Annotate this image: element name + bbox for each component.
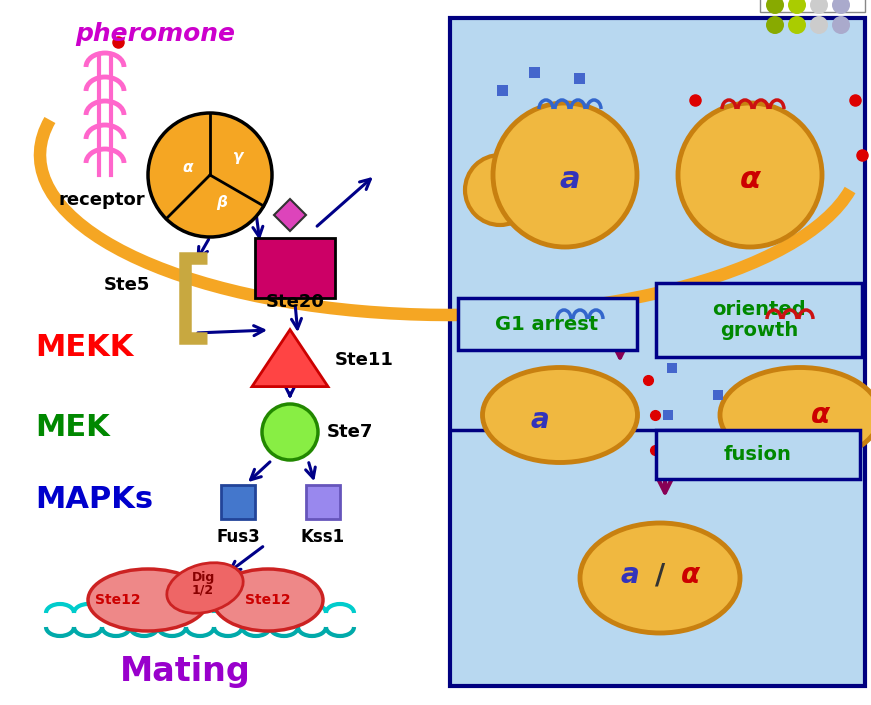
FancyBboxPatch shape [450,18,865,686]
Circle shape [832,16,850,34]
FancyBboxPatch shape [690,435,700,445]
Text: Ste5: Ste5 [104,276,150,294]
Text: a: a [621,561,639,589]
Circle shape [148,113,272,237]
Ellipse shape [88,569,208,631]
FancyBboxPatch shape [221,485,255,519]
FancyBboxPatch shape [656,430,860,479]
Circle shape [465,155,535,225]
FancyBboxPatch shape [529,67,540,78]
Text: Dig
1/2: Dig 1/2 [192,572,214,596]
Text: γ: γ [233,149,243,164]
Ellipse shape [483,367,638,462]
Text: Fus3: Fus3 [216,528,260,546]
FancyBboxPatch shape [760,0,865,12]
Text: G1 arrest: G1 arrest [496,314,598,333]
FancyBboxPatch shape [656,283,862,357]
Circle shape [810,0,828,14]
Text: a: a [560,166,580,195]
Text: β: β [217,195,227,211]
Circle shape [493,103,637,247]
Circle shape [766,0,784,14]
FancyBboxPatch shape [458,298,637,350]
Ellipse shape [720,367,871,462]
Circle shape [788,0,806,14]
Text: Mating: Mating [119,656,250,689]
FancyBboxPatch shape [569,140,580,151]
FancyBboxPatch shape [514,140,525,151]
Text: receptor: receptor [58,191,145,209]
Ellipse shape [580,523,740,633]
Text: oriented
growth: oriented growth [712,300,806,340]
Circle shape [832,0,850,14]
Text: MEKK: MEKK [35,333,133,362]
Circle shape [766,16,784,34]
Text: Ste11: Ste11 [335,351,394,369]
Text: a: a [530,406,550,434]
Text: pheromone: pheromone [75,22,235,46]
FancyBboxPatch shape [497,85,508,96]
Circle shape [262,404,318,460]
Text: MEK: MEK [35,414,110,443]
Circle shape [810,16,828,34]
Text: Ste20: Ste20 [266,293,324,311]
FancyBboxPatch shape [306,485,340,519]
Text: α: α [739,166,760,195]
FancyBboxPatch shape [667,363,677,373]
Ellipse shape [167,563,243,613]
Polygon shape [274,199,306,231]
FancyBboxPatch shape [663,410,673,420]
Ellipse shape [213,569,323,631]
Text: MAPKs: MAPKs [35,486,153,515]
Polygon shape [252,330,328,386]
Text: α: α [810,401,829,429]
Circle shape [788,16,806,34]
Text: Ste7: Ste7 [327,423,374,441]
Text: Ste12: Ste12 [95,593,141,607]
Text: α: α [680,561,699,589]
FancyBboxPatch shape [574,73,585,84]
Text: α: α [183,159,193,175]
Text: fusion: fusion [724,444,792,463]
Text: Ste12: Ste12 [246,593,291,607]
FancyBboxPatch shape [713,390,723,400]
FancyBboxPatch shape [255,238,335,298]
Text: /: / [655,561,665,589]
Text: Kss1: Kss1 [301,528,345,546]
Circle shape [678,103,822,247]
